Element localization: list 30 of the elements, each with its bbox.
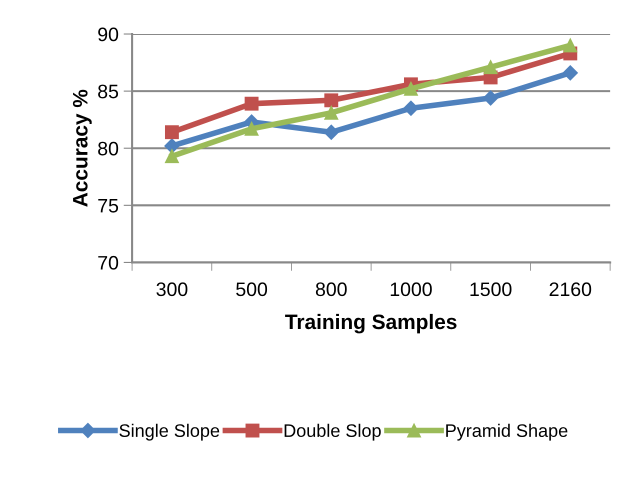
y-tick-label: 80	[98, 142, 118, 156]
point	[403, 100, 419, 116]
y-tick-label: 75	[98, 199, 118, 213]
point	[324, 106, 338, 120]
x-tick-label: 2160	[550, 282, 592, 296]
point	[404, 82, 418, 96]
legend-label: Single Slope	[119, 424, 220, 441]
point	[483, 90, 498, 106]
point	[484, 60, 498, 74]
point	[244, 96, 259, 111]
point	[164, 149, 179, 164]
y-tick-label: 70	[98, 256, 118, 270]
x-tick-label: 300	[156, 282, 188, 296]
legend-label: Double Slop	[284, 424, 381, 441]
point	[324, 124, 339, 140]
x-tick-label: 1500	[470, 282, 512, 296]
point	[562, 65, 578, 80]
point	[164, 138, 180, 154]
point	[164, 125, 179, 140]
legend-label: Pyramid Shape	[446, 424, 568, 441]
y-tick-label: 90	[98, 27, 118, 42]
x-tick-label: 500	[236, 282, 268, 296]
point	[563, 38, 578, 52]
x-tick-label: 1000	[390, 282, 432, 296]
y-tick-label: 85	[98, 84, 118, 98]
point	[324, 93, 338, 108]
y-axis-title: Accuracy %	[72, 90, 92, 207]
x-tick-label: 800	[316, 282, 347, 296]
point	[244, 122, 259, 136]
x-axis-title: Training Samples	[285, 314, 457, 334]
